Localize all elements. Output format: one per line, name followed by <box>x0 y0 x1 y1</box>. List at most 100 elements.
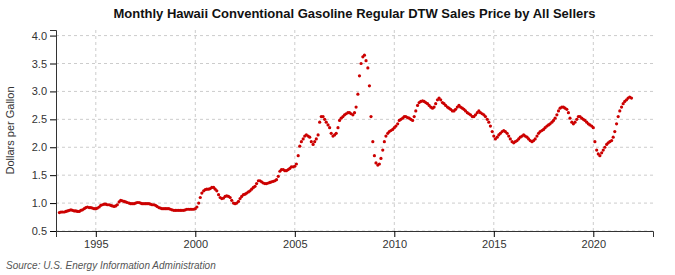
data-point <box>255 182 258 185</box>
data-point <box>297 154 300 157</box>
data-point <box>610 139 613 142</box>
y-tick: 1.5 <box>32 169 56 181</box>
data-point <box>308 136 311 139</box>
data-point <box>603 146 606 149</box>
x-tick: 2015 <box>482 231 506 250</box>
y-grid-line <box>56 63 653 64</box>
x-tick-label: 1995 <box>84 238 108 250</box>
data-point <box>553 117 556 120</box>
data-point <box>298 145 301 148</box>
data-point <box>630 97 633 100</box>
data-point <box>310 140 313 143</box>
data-point <box>506 132 509 135</box>
data-point <box>491 130 494 133</box>
data-point <box>328 126 331 129</box>
x-tick-mark <box>593 231 594 237</box>
x-grid-line <box>394 30 395 231</box>
y-tick-label: 3.5 <box>32 58 47 70</box>
data-point <box>330 132 333 135</box>
data-point <box>195 205 198 208</box>
plot-area: 1995200020052010201520200.51.01.52.02.53… <box>32 30 654 250</box>
data-point <box>215 189 218 192</box>
y-tick-label: 0.5 <box>32 225 47 237</box>
data-point <box>366 66 369 69</box>
data-point <box>368 84 371 87</box>
y-grid-line <box>56 91 653 92</box>
data-point <box>197 201 200 204</box>
data-point <box>315 137 318 140</box>
y-tick-mark <box>50 91 56 92</box>
data-point <box>229 196 232 199</box>
x-tick-mark <box>195 231 196 237</box>
data-point <box>600 151 603 154</box>
data-point <box>353 111 356 114</box>
data-marks <box>58 54 633 215</box>
y-tick-mark <box>50 119 56 120</box>
chart-svg: 1995200020052010201520200.51.01.52.02.53… <box>0 0 675 275</box>
x-tick-label: 2010 <box>383 238 407 250</box>
data-point <box>378 162 381 165</box>
data-point <box>598 154 601 157</box>
data-point <box>487 121 490 124</box>
y-tick-label: 2.0 <box>32 141 47 153</box>
x-tick-label: 2020 <box>582 238 606 250</box>
x-tick: 2005 <box>283 231 307 250</box>
data-point <box>535 134 538 137</box>
data-point <box>557 109 560 112</box>
data-point <box>414 109 417 112</box>
data-point <box>384 134 387 137</box>
data-point <box>312 143 315 146</box>
data-point <box>356 93 359 96</box>
data-point <box>613 130 616 133</box>
grid <box>56 30 653 231</box>
y-tick-mark <box>50 175 56 176</box>
y-tick-mark <box>50 203 56 204</box>
x-grid-line <box>294 30 295 231</box>
y-tick: 3.5 <box>32 58 56 70</box>
data-point <box>618 109 621 112</box>
data-point <box>369 115 372 118</box>
y-tick: 2.5 <box>32 113 56 125</box>
x-grid-line <box>593 30 594 231</box>
x-tick: 1995 <box>84 231 108 250</box>
data-point <box>555 113 558 116</box>
data-point <box>373 154 376 157</box>
chart-title: Monthly Hawaii Conventional Gasoline Reg… <box>113 6 595 21</box>
data-point <box>411 119 414 122</box>
data-point <box>489 124 492 127</box>
y-tick-mark <box>50 36 56 37</box>
data-point <box>313 140 316 143</box>
data-point <box>492 134 495 137</box>
x-grid-line <box>195 30 196 231</box>
y-tick-mark <box>50 64 56 65</box>
y-tick: 3.0 <box>32 85 56 97</box>
data-point <box>593 140 596 143</box>
x-tick: 2020 <box>582 231 606 250</box>
y-tick-mark <box>50 147 56 148</box>
y-tick-label: 4.0 <box>32 30 47 42</box>
x-tick-mark <box>295 231 296 237</box>
data-point <box>534 137 537 140</box>
y-axis-line <box>50 31 57 232</box>
data-point <box>433 105 436 108</box>
data-point <box>364 59 367 62</box>
data-point <box>617 115 620 118</box>
x-tick-label: 2005 <box>283 238 307 250</box>
x-axis-line <box>57 232 654 238</box>
y-grid-line <box>56 175 653 176</box>
data-point <box>277 175 280 178</box>
data-point <box>326 123 329 126</box>
data-point <box>323 118 326 121</box>
y-tick-label: 3.0 <box>32 85 47 97</box>
source-note: Source: U.S. Energy Information Administ… <box>6 260 216 271</box>
y-tick-label: 1.5 <box>32 169 47 181</box>
y-tick-label: 2.5 <box>32 113 47 125</box>
x-grid-line <box>95 30 96 231</box>
data-point <box>363 54 366 57</box>
data-point <box>383 140 386 143</box>
data-point <box>573 121 576 124</box>
data-point <box>230 199 233 202</box>
y-tick: 0.5 <box>32 225 56 237</box>
y-grid-line <box>56 119 653 120</box>
y-tick-mark <box>50 231 56 232</box>
